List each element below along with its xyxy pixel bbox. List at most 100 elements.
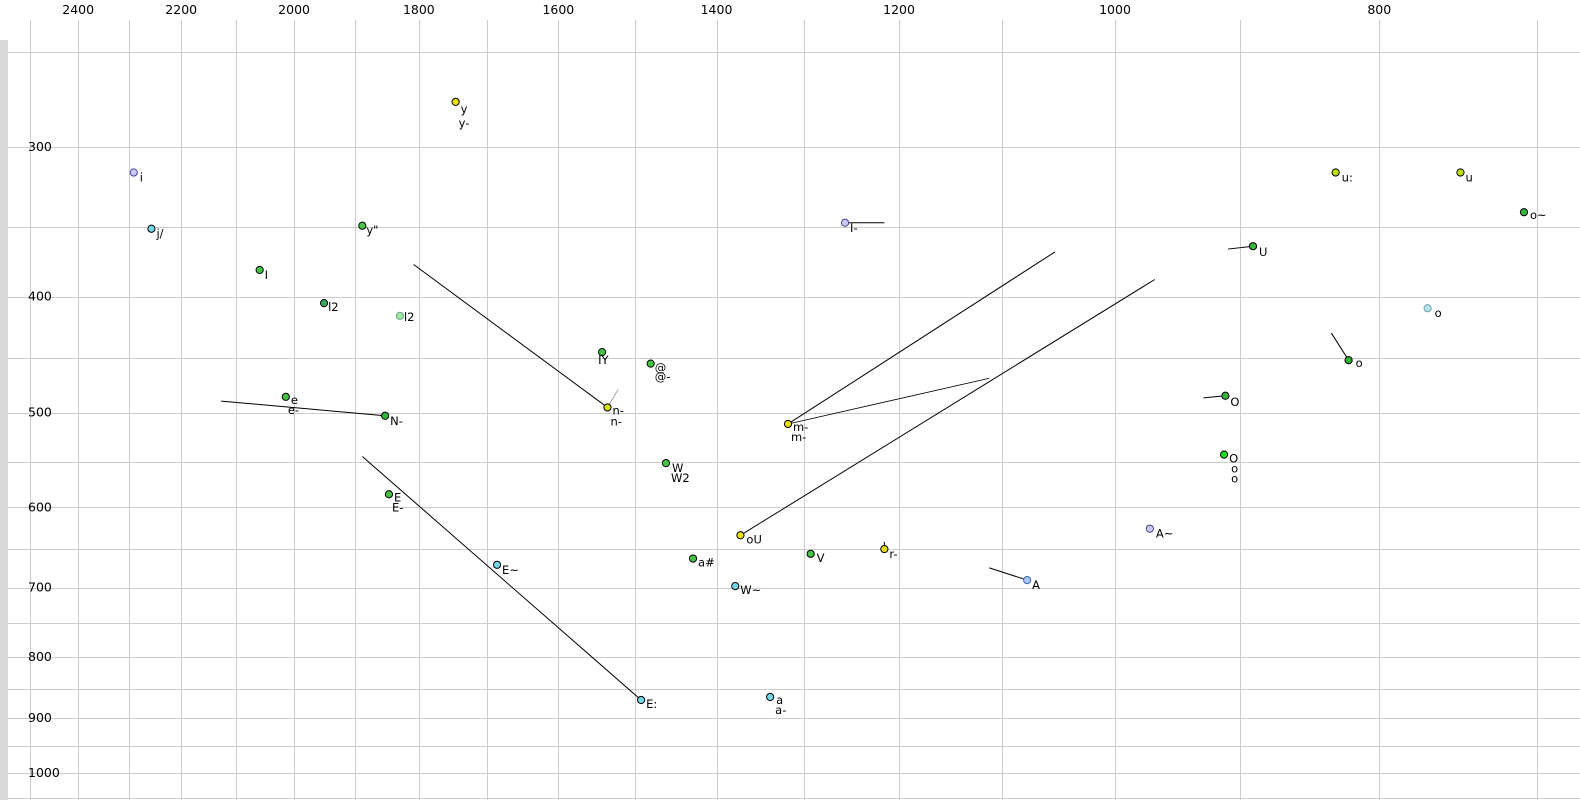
connector-line bbox=[787, 251, 1056, 425]
data-point-group: EE- bbox=[384, 490, 403, 514]
point-label-oU: oU bbox=[746, 532, 761, 546]
data-point-group: j/ bbox=[147, 224, 164, 241]
x-tick-label: 1400 bbox=[701, 2, 733, 17]
point-label-@: @- bbox=[655, 370, 671, 384]
data-point-group: N- bbox=[381, 411, 403, 428]
point-label-o-ghost: o bbox=[1435, 306, 1442, 320]
point-label-A~: A~ bbox=[1156, 527, 1174, 541]
data-point-u:[interactable] bbox=[1331, 168, 1340, 177]
data-point-n-[interactable] bbox=[603, 403, 612, 412]
data-point-o-ghost[interactable] bbox=[1423, 304, 1432, 313]
data-point-j/[interactable] bbox=[147, 224, 156, 233]
point-label-n-: n- bbox=[612, 403, 623, 417]
data-point-W[interactable] bbox=[661, 459, 671, 468]
data-point-group: ee- bbox=[281, 392, 299, 417]
point-label-l2: l2 bbox=[328, 300, 339, 314]
point-label-W~: W~ bbox=[740, 583, 761, 597]
point-label-n-: n- bbox=[610, 414, 621, 428]
point-label-a-: a- bbox=[775, 703, 786, 717]
connector-line bbox=[221, 400, 386, 417]
point-label-O-ghost: o bbox=[1231, 472, 1238, 486]
data-point-group: I bbox=[255, 265, 268, 282]
point-label-I: I bbox=[265, 268, 268, 282]
data-point-N-[interactable] bbox=[381, 411, 390, 420]
x-tick-label: 2400 bbox=[62, 2, 94, 17]
data-point-group: E: bbox=[637, 695, 657, 711]
connector-line bbox=[1330, 332, 1350, 361]
data-point-O[interactable] bbox=[1221, 391, 1230, 400]
point-label-E-: E- bbox=[392, 500, 403, 514]
point-label-u: u bbox=[1465, 170, 1472, 184]
point-label-W: W2 bbox=[671, 471, 690, 485]
y-tick-label: 500 bbox=[28, 405, 52, 420]
data-point-o~[interactable] bbox=[1519, 208, 1529, 217]
data-point-E:[interactable] bbox=[637, 695, 646, 705]
data-point-I-[interactable] bbox=[840, 218, 850, 227]
data-point-W~[interactable] bbox=[731, 581, 740, 591]
data-point-group: o bbox=[1344, 356, 1363, 370]
point-label-e-: e- bbox=[288, 403, 299, 417]
point-label-O-ghost: O bbox=[1229, 452, 1238, 466]
data-point-group: l2 bbox=[319, 299, 339, 314]
connector-line bbox=[989, 567, 1028, 581]
x-tick-label: 1200 bbox=[883, 2, 915, 17]
y-tick-label: 600 bbox=[28, 499, 52, 514]
data-point-group: y" bbox=[358, 221, 378, 237]
x-tick-label: 1000 bbox=[1099, 2, 1131, 17]
data-point-O-ghost[interactable] bbox=[1219, 450, 1229, 459]
data-point-group: m-m- bbox=[783, 419, 808, 444]
data-point-l2-ghost[interactable] bbox=[395, 311, 405, 320]
data-point-I[interactable] bbox=[255, 265, 264, 275]
data-point-oU[interactable] bbox=[736, 531, 745, 540]
point-label-V: V bbox=[817, 551, 825, 565]
data-point-A~[interactable] bbox=[1145, 524, 1154, 533]
data-point-group: E~ bbox=[492, 560, 519, 577]
point-label-r-: r- bbox=[889, 547, 897, 561]
data-point-@[interactable] bbox=[646, 359, 655, 368]
data-point-group: o bbox=[1423, 304, 1442, 320]
point-label-j/: j/ bbox=[155, 227, 163, 241]
data-point-group: V bbox=[806, 549, 825, 565]
data-point-IY[interactable] bbox=[597, 347, 607, 357]
data-point-group: o~ bbox=[1519, 208, 1547, 222]
connector-line bbox=[787, 377, 990, 425]
point-label-A: A bbox=[1032, 578, 1040, 592]
data-point-u[interactable] bbox=[1456, 168, 1465, 177]
connector-line bbox=[362, 456, 642, 701]
data-point-E-[interactable] bbox=[384, 490, 394, 499]
x-tick-label: 1800 bbox=[403, 2, 435, 17]
data-point-group: WW2 bbox=[661, 459, 690, 485]
data-point-l2[interactable] bbox=[319, 299, 329, 308]
data-point-E~[interactable] bbox=[492, 560, 502, 569]
data-point-r-[interactable] bbox=[880, 544, 889, 554]
y-tick-label: 900 bbox=[28, 710, 52, 725]
data-point-a#[interactable] bbox=[688, 554, 698, 563]
data-point-group: u: bbox=[1331, 168, 1353, 184]
data-point-group: Ooo bbox=[1219, 450, 1238, 486]
point-label-W: W bbox=[672, 461, 683, 475]
data-point-e-[interactable] bbox=[281, 392, 290, 401]
y-tick-label: 700 bbox=[28, 580, 52, 595]
point-label-m-: m- bbox=[791, 430, 806, 444]
data-point-group: u bbox=[1456, 168, 1473, 184]
data-point-U[interactable] bbox=[1248, 242, 1258, 251]
data-point-i[interactable] bbox=[129, 168, 138, 177]
point-label-N-: N- bbox=[390, 414, 403, 428]
data-point-A[interactable] bbox=[1023, 576, 1032, 585]
data-point-y-[interactable] bbox=[451, 97, 460, 106]
data-point-group: W~ bbox=[731, 581, 761, 597]
point-label-u:: u: bbox=[1342, 170, 1353, 184]
data-point-group: yy- bbox=[451, 97, 469, 130]
data-point-m-[interactable] bbox=[783, 419, 793, 429]
grid-lines bbox=[8, 20, 1580, 800]
data-point-V[interactable] bbox=[806, 549, 815, 558]
point-label-e-: e bbox=[291, 393, 298, 407]
data-point-o[interactable] bbox=[1344, 356, 1353, 365]
data-point-a-[interactable] bbox=[766, 692, 775, 702]
point-label-U: U bbox=[1259, 245, 1267, 259]
point-label-l2-ghost: l2 bbox=[404, 310, 415, 324]
point-label-i: i bbox=[140, 170, 143, 184]
data-point-y"[interactable] bbox=[358, 221, 367, 230]
